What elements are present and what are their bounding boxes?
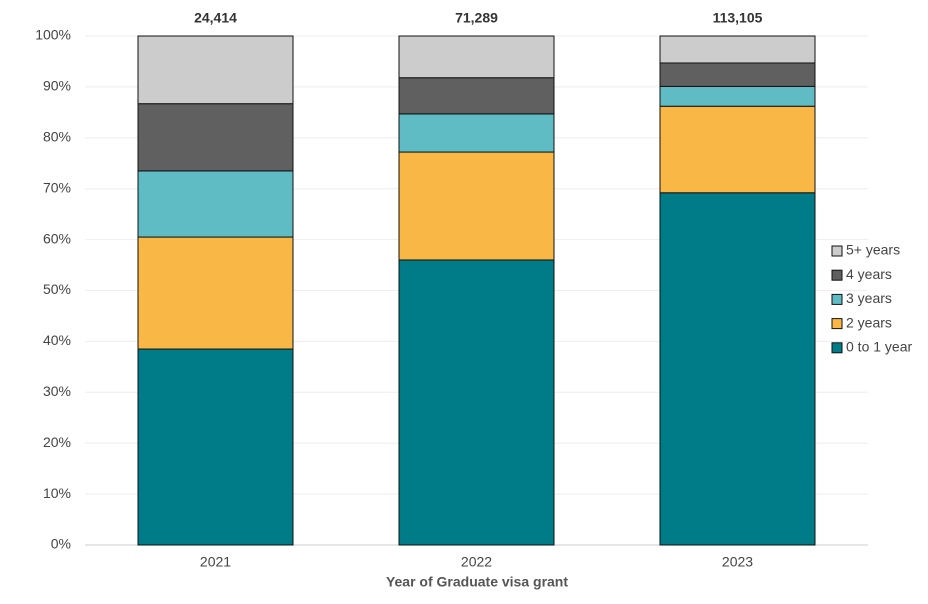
bar-segment <box>398 259 555 546</box>
legend-label: 4 years <box>846 266 892 282</box>
legend-swatch <box>831 342 843 354</box>
x-tick-label: 2021 <box>200 554 231 570</box>
legend-label: 0 to 1 year <box>846 339 912 355</box>
y-tick-label: 30% <box>43 383 71 399</box>
bar-segment <box>137 170 294 238</box>
bar-segment <box>137 348 294 546</box>
bar-segment <box>659 192 816 546</box>
x-tick-label: 2023 <box>722 554 753 570</box>
total-label: 113,105 <box>713 10 763 26</box>
legend-label: 3 years <box>846 290 892 306</box>
legend-swatch <box>831 269 843 281</box>
y-tick-label: 90% <box>43 78 71 94</box>
bar-segment <box>659 35 816 64</box>
legend-label: 2 years <box>846 314 892 330</box>
bar-segment <box>137 103 294 172</box>
bar-segment <box>398 35 555 79</box>
bar-segment <box>398 151 555 261</box>
bar-segment <box>137 35 294 105</box>
bar-segment <box>659 62 816 87</box>
legend-label: 5+ years <box>846 242 900 258</box>
bar-segment <box>659 105 816 194</box>
total-label: 71,289 <box>455 10 498 26</box>
total-label: 24,414 <box>194 10 237 26</box>
y-tick-label: 10% <box>43 485 71 501</box>
bar-segment <box>137 236 294 350</box>
y-tick-label: 20% <box>43 434 71 450</box>
bar-segment <box>398 113 555 153</box>
legend-swatch <box>831 318 843 330</box>
y-tick-label: 80% <box>43 129 71 145</box>
y-tick-label: 0% <box>51 536 71 552</box>
bar-segment <box>659 85 816 107</box>
legend-swatch <box>831 245 843 257</box>
y-tick-label: 70% <box>43 179 71 195</box>
y-tick-label: 50% <box>43 281 71 297</box>
bar-segment <box>398 77 555 115</box>
y-tick-label: 60% <box>43 230 71 246</box>
x-tick-label: 2022 <box>461 554 492 570</box>
x-axis-label: Year of Graduate visa grant <box>386 574 568 590</box>
y-tick-label: 40% <box>43 332 71 348</box>
legend-swatch <box>831 293 843 305</box>
y-tick-label: 100% <box>35 27 71 43</box>
